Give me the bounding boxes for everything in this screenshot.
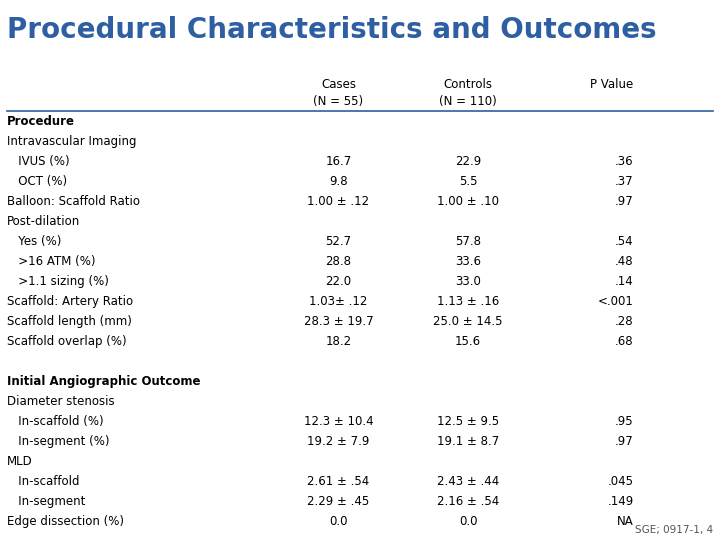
- Text: 19.2 ± 7.9: 19.2 ± 7.9: [307, 435, 369, 448]
- Text: In-scaffold (%): In-scaffold (%): [7, 415, 104, 428]
- Text: 12.5 ± 9.5: 12.5 ± 9.5: [437, 415, 499, 428]
- Text: P Value: P Value: [590, 78, 634, 91]
- Text: .14: .14: [615, 275, 634, 288]
- Text: .97: .97: [615, 435, 634, 448]
- Text: .48: .48: [615, 255, 634, 268]
- Text: <.001: <.001: [598, 295, 634, 308]
- Text: 2.43 ± .44: 2.43 ± .44: [437, 475, 499, 488]
- Text: 57.8: 57.8: [455, 235, 481, 248]
- Text: In-segment: In-segment: [7, 495, 86, 508]
- Text: Procedure: Procedure: [7, 115, 75, 128]
- Text: Initial Angiographic Outcome: Initial Angiographic Outcome: [7, 375, 201, 388]
- Text: 12.3 ± 10.4: 12.3 ± 10.4: [304, 415, 373, 428]
- Text: 9.8: 9.8: [329, 175, 348, 188]
- Text: .28: .28: [615, 315, 634, 328]
- Text: .36: .36: [615, 155, 634, 168]
- Text: 16.7: 16.7: [325, 155, 351, 168]
- Text: Procedural Characteristics and Outcomes: Procedural Characteristics and Outcomes: [7, 16, 657, 44]
- Text: IVUS (%): IVUS (%): [7, 155, 70, 168]
- Text: Intravascular Imaging: Intravascular Imaging: [7, 135, 137, 148]
- Text: Cases
(N = 55): Cases (N = 55): [313, 78, 364, 109]
- Text: 28.8: 28.8: [325, 255, 351, 268]
- Text: 5.5: 5.5: [459, 175, 477, 188]
- Text: 1.03± .12: 1.03± .12: [309, 295, 368, 308]
- Text: 15.6: 15.6: [455, 335, 481, 348]
- Text: In-scaffold: In-scaffold: [7, 475, 80, 488]
- Text: 33.6: 33.6: [455, 255, 481, 268]
- Text: 18.2: 18.2: [325, 335, 351, 348]
- Text: Post-dilation: Post-dilation: [7, 215, 81, 228]
- Text: .97: .97: [615, 195, 634, 208]
- Text: Edge dissection (%): Edge dissection (%): [7, 515, 125, 528]
- Text: 1.00 ± .10: 1.00 ± .10: [437, 195, 499, 208]
- Text: NA: NA: [617, 515, 634, 528]
- Text: 2.61 ± .54: 2.61 ± .54: [307, 475, 369, 488]
- Text: 1.13 ± .16: 1.13 ± .16: [437, 295, 499, 308]
- Text: Balloon: Scaffold Ratio: Balloon: Scaffold Ratio: [7, 195, 140, 208]
- Text: 25.0 ± 14.5: 25.0 ± 14.5: [433, 315, 503, 328]
- Text: 52.7: 52.7: [325, 235, 351, 248]
- Text: Diameter stenosis: Diameter stenosis: [7, 395, 114, 408]
- Text: 0.0: 0.0: [459, 515, 477, 528]
- Text: >16 ATM (%): >16 ATM (%): [7, 255, 96, 268]
- Text: .68: .68: [615, 335, 634, 348]
- Text: 2.29 ± .45: 2.29 ± .45: [307, 495, 369, 508]
- Text: 28.3 ± 19.7: 28.3 ± 19.7: [304, 315, 373, 328]
- Text: SGE; 0917-1, 4: SGE; 0917-1, 4: [634, 524, 713, 535]
- Text: .95: .95: [615, 415, 634, 428]
- Text: .149: .149: [608, 495, 634, 508]
- Text: OCT (%): OCT (%): [7, 175, 68, 188]
- Text: .54: .54: [615, 235, 634, 248]
- Text: 22.0: 22.0: [325, 275, 351, 288]
- Text: .045: .045: [608, 475, 634, 488]
- Text: 33.0: 33.0: [455, 275, 481, 288]
- Text: 2.16 ± .54: 2.16 ± .54: [437, 495, 499, 508]
- Text: Scaffold length (mm): Scaffold length (mm): [7, 315, 132, 328]
- Text: >1.1 sizing (%): >1.1 sizing (%): [7, 275, 109, 288]
- Text: 22.9: 22.9: [455, 155, 481, 168]
- Text: Scaffold: Artery Ratio: Scaffold: Artery Ratio: [7, 295, 133, 308]
- Text: In-segment (%): In-segment (%): [7, 435, 109, 448]
- Text: .37: .37: [615, 175, 634, 188]
- Text: Controls
(N = 110): Controls (N = 110): [439, 78, 497, 109]
- Text: 1.00 ± .12: 1.00 ± .12: [307, 195, 369, 208]
- Text: Scaffold overlap (%): Scaffold overlap (%): [7, 335, 127, 348]
- Text: MLD: MLD: [7, 455, 33, 468]
- Text: 0.0: 0.0: [329, 515, 348, 528]
- Text: 19.1 ± 8.7: 19.1 ± 8.7: [437, 435, 499, 448]
- Text: Yes (%): Yes (%): [7, 235, 62, 248]
